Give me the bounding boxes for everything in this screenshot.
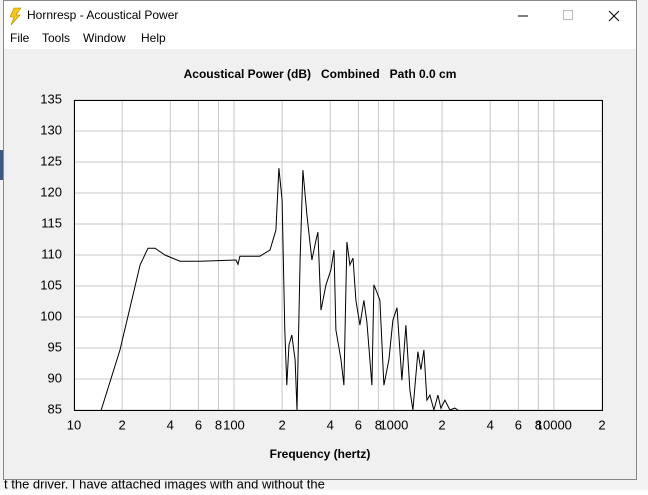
x-tick-label: 6	[355, 417, 362, 432]
menu-item[interactable]: File	[10, 31, 30, 45]
y-tick-label: 100	[40, 308, 62, 323]
y-tick-label: 120	[40, 184, 62, 199]
y-tick-label: 135	[40, 91, 62, 106]
x-tick-label: 8	[375, 417, 382, 432]
x-tick-label: 2	[119, 417, 126, 432]
y-tick-label: 95	[48, 339, 62, 354]
x-tick-label: 1000	[379, 417, 408, 432]
menu-item[interactable]: Help	[141, 31, 166, 45]
menu-item[interactable]: Window	[83, 31, 126, 45]
x-axis-label: Frequency (hertz)	[270, 447, 371, 461]
x-tick-label: 2	[438, 417, 445, 432]
x-tick-label: 8	[535, 417, 542, 432]
y-tick-label: 85	[48, 401, 62, 416]
y-tick-label: 105	[40, 277, 62, 292]
y-tick-label: 110	[41, 246, 62, 261]
background-text: t the driver. I have attached images wit…	[4, 476, 325, 490]
x-tick-label: 4	[327, 417, 334, 432]
close-button[interactable]	[608, 10, 620, 22]
chart-title: Acoustical Power (dB) Combined Path 0.0 …	[184, 67, 457, 81]
x-tick-label: 100	[223, 417, 245, 432]
x-tick-label: 4	[487, 417, 494, 432]
app-icon	[9, 7, 22, 26]
x-tick-label: 4	[167, 417, 174, 432]
x-tick-label: 6	[515, 417, 522, 432]
title-bar	[4, 1, 636, 29]
x-tick-label: 2	[278, 417, 285, 432]
maximize-button[interactable]	[563, 10, 573, 20]
x-tick-label: 10	[67, 417, 81, 432]
plot-frame	[74, 100, 603, 411]
x-tick-label: 10000	[536, 417, 572, 432]
y-tick-label: 90	[48, 370, 62, 385]
menu-item[interactable]: Tools	[42, 31, 70, 45]
x-tick-label: 2	[598, 417, 605, 432]
x-tick-label: 8	[215, 417, 222, 432]
y-tick-label: 130	[40, 122, 62, 137]
y-tick-label: 125	[40, 153, 62, 168]
window-title: Hornresp - Acoustical Power	[27, 8, 178, 22]
desktop-fragment	[0, 150, 3, 180]
x-tick-label: 6	[195, 417, 202, 432]
menu-bar	[4, 29, 636, 49]
data-line	[100, 168, 459, 412]
y-tick-label: 115	[41, 215, 62, 230]
